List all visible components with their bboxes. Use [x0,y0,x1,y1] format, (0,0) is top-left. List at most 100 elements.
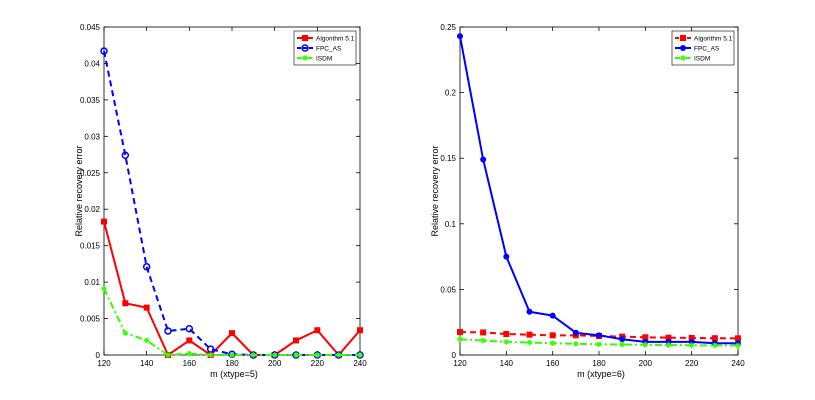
chart-panel-2: 120 140 160 180 200 220 240 0 0.05 0.1 0.15 0.2 0.25… [430,23,745,379]
data-point [526,339,533,346]
y-tick-label: 0.2 [445,89,457,98]
legend-swatch-marker [680,45,686,51]
data-point [480,329,487,336]
data-point [711,335,718,342]
data-point [229,330,235,337]
data-point [665,334,672,341]
data-point [207,352,214,358]
data-point [549,312,556,319]
legend: Algorithm 5.1 FPC_AS ISDM [671,30,735,66]
data-point [357,327,363,334]
x-tick-label: 120 [453,359,467,368]
data-point [480,337,486,344]
data-point [688,334,695,341]
data-point [688,342,695,349]
data-point [185,325,194,333]
x-tick-label: 120 [97,359,111,368]
x-tick-label: 160 [546,359,560,368]
y-tick-label: 0.01 [84,278,100,287]
data-point [457,329,463,336]
y-tick-label: 0.005 [80,315,101,324]
data-point [186,350,193,357]
data-point [642,341,649,348]
x-tick-label: 240 [353,359,367,368]
legend: Algorithm 5.1 FPC_AS ISDM [293,30,357,66]
y-tick-label: 0 [96,351,101,360]
x-tick-label: 200 [639,359,653,368]
data-point [271,352,278,358]
data-point [229,352,235,358]
legend-swatch-marker [680,35,686,41]
y-tick-label: 0.25 [440,23,456,32]
y-tick-label: 0.1 [445,220,457,229]
y-tick-label: 0.025 [80,169,101,178]
data-point [573,341,579,347]
x-tick-label: 200 [268,359,282,368]
x-tick-label: 160 [183,359,197,368]
data-point [165,352,171,358]
data-point [121,151,130,160]
data-point [596,332,602,339]
data-point [100,47,108,55]
data-point [206,345,215,353]
data-point [164,327,172,335]
y-tick-label: 0.02 [84,205,100,214]
y-axis-label: Relative recovery error [74,145,84,236]
data-point [101,285,107,292]
data-point [549,332,556,339]
data-point [735,335,741,342]
data-point [293,337,299,344]
data-point [642,334,649,341]
x-tick-label: 240 [731,359,745,368]
data-point [549,340,556,346]
data-point [357,352,363,358]
x-axis-label: m (xtype=5) [210,369,258,379]
data-point [665,342,672,348]
legend-entry: FPC_AS [316,46,342,53]
data-point [143,304,150,311]
data-point [526,331,533,338]
legend-swatch-marker [302,35,308,41]
data-point [572,329,579,336]
legend-entry: FPC_AS [694,46,720,53]
x-tick-label: 180 [225,359,239,368]
data-point [480,156,487,163]
data-point [186,337,193,344]
data-point [250,352,257,358]
chart-panel-1: 120 140 160 180 200 220 240 0 0.005 0.01 0.015 0.02… [74,23,367,379]
data-point [142,263,151,271]
series-isdm [101,285,363,358]
data-point [314,327,321,334]
data-point [122,300,129,307]
legend-entry: Algorithm 5.1 [694,36,733,43]
x-tick-label: 220 [685,359,699,368]
y-tick-label: 0.04 [84,59,100,68]
data-point [596,341,602,348]
x-tick-label: 220 [311,359,325,368]
x-tick-label: 180 [592,359,606,368]
y-tick-label: 0.05 [440,285,456,294]
data-point [712,342,718,349]
y-axis-label: Relative recovery error [430,145,440,236]
data-point [293,352,299,358]
data-point [143,337,150,344]
legend-swatch-marker [301,44,309,52]
legend-entry: ISDM [316,56,332,63]
legend-swatch-marker [680,55,686,61]
data-point [619,336,626,343]
data-point [457,33,463,40]
data-point [619,341,625,348]
data-point [314,352,321,358]
legend-swatch-marker [302,55,308,61]
plot-area [459,26,739,356]
data-point [101,218,107,225]
y-tick-label: 0.015 [80,242,101,251]
data-point [526,308,533,315]
y-tick-label: 0.045 [80,23,101,32]
data-point [503,339,510,345]
x-tick-label: 140 [500,359,514,368]
y-tick-label: 0.15 [440,154,456,163]
legend-entry: ISDM [694,56,710,63]
data-point [457,336,463,343]
